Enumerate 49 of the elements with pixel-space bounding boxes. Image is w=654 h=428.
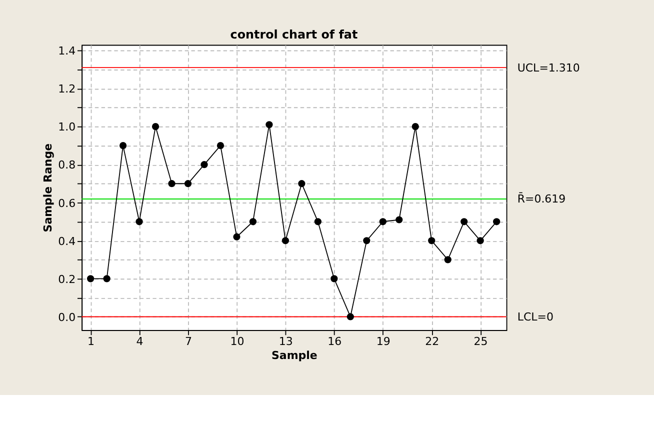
point — [266, 121, 273, 128]
point — [346, 313, 354, 320]
point — [249, 218, 257, 226]
x-tick-label: 25 — [474, 335, 488, 348]
chart-title: control chart of fat — [230, 27, 358, 42]
y-tick-label: 0.0 — [58, 310, 76, 324]
y-tick-label: 1.0 — [58, 120, 76, 134]
point — [233, 233, 240, 240]
y-tick-label: 1.2 — [58, 82, 76, 96]
point — [184, 180, 192, 188]
x-tick-label: 13 — [278, 335, 293, 348]
x-tick-label: 7 — [184, 335, 192, 348]
point — [460, 218, 468, 226]
point — [330, 275, 338, 282]
x-tick-label: 4 — [136, 335, 144, 348]
y-axis-title: Sample Range — [42, 143, 55, 232]
x-tick-label: 1 — [88, 335, 95, 348]
point — [136, 218, 143, 226]
point — [476, 237, 484, 244]
x-tick-label: 10 — [230, 335, 244, 348]
point — [168, 180, 176, 188]
ref-line-label: R̄=0.619 — [517, 192, 566, 206]
point — [103, 275, 110, 282]
point — [152, 123, 160, 130]
point — [216, 142, 224, 150]
y-tick-label: 0.6 — [58, 196, 76, 210]
ref-line-label: UCL=1.310 — [517, 61, 580, 74]
y-tick-label: 1.4 — [58, 44, 76, 58]
point — [298, 180, 306, 188]
point — [87, 275, 94, 282]
point — [396, 216, 403, 224]
x-tick-label: 19 — [376, 335, 390, 348]
x-tick-label: 22 — [425, 335, 440, 348]
point — [493, 218, 500, 226]
point — [200, 161, 208, 168]
point — [412, 123, 419, 130]
point — [314, 218, 322, 226]
point — [363, 237, 370, 244]
point — [379, 218, 386, 226]
ref-line-label: LCL=0 — [517, 310, 554, 324]
y-tick-label: 0.4 — [58, 234, 76, 248]
x-tick-label: 16 — [328, 335, 342, 348]
point — [282, 237, 290, 244]
x-axis-title: Sample — [271, 348, 318, 362]
y-tick-label: 0.2 — [58, 272, 76, 286]
y-tick-label: 0.8 — [58, 158, 76, 172]
point — [119, 142, 127, 150]
point — [444, 256, 452, 264]
point — [428, 237, 436, 244]
